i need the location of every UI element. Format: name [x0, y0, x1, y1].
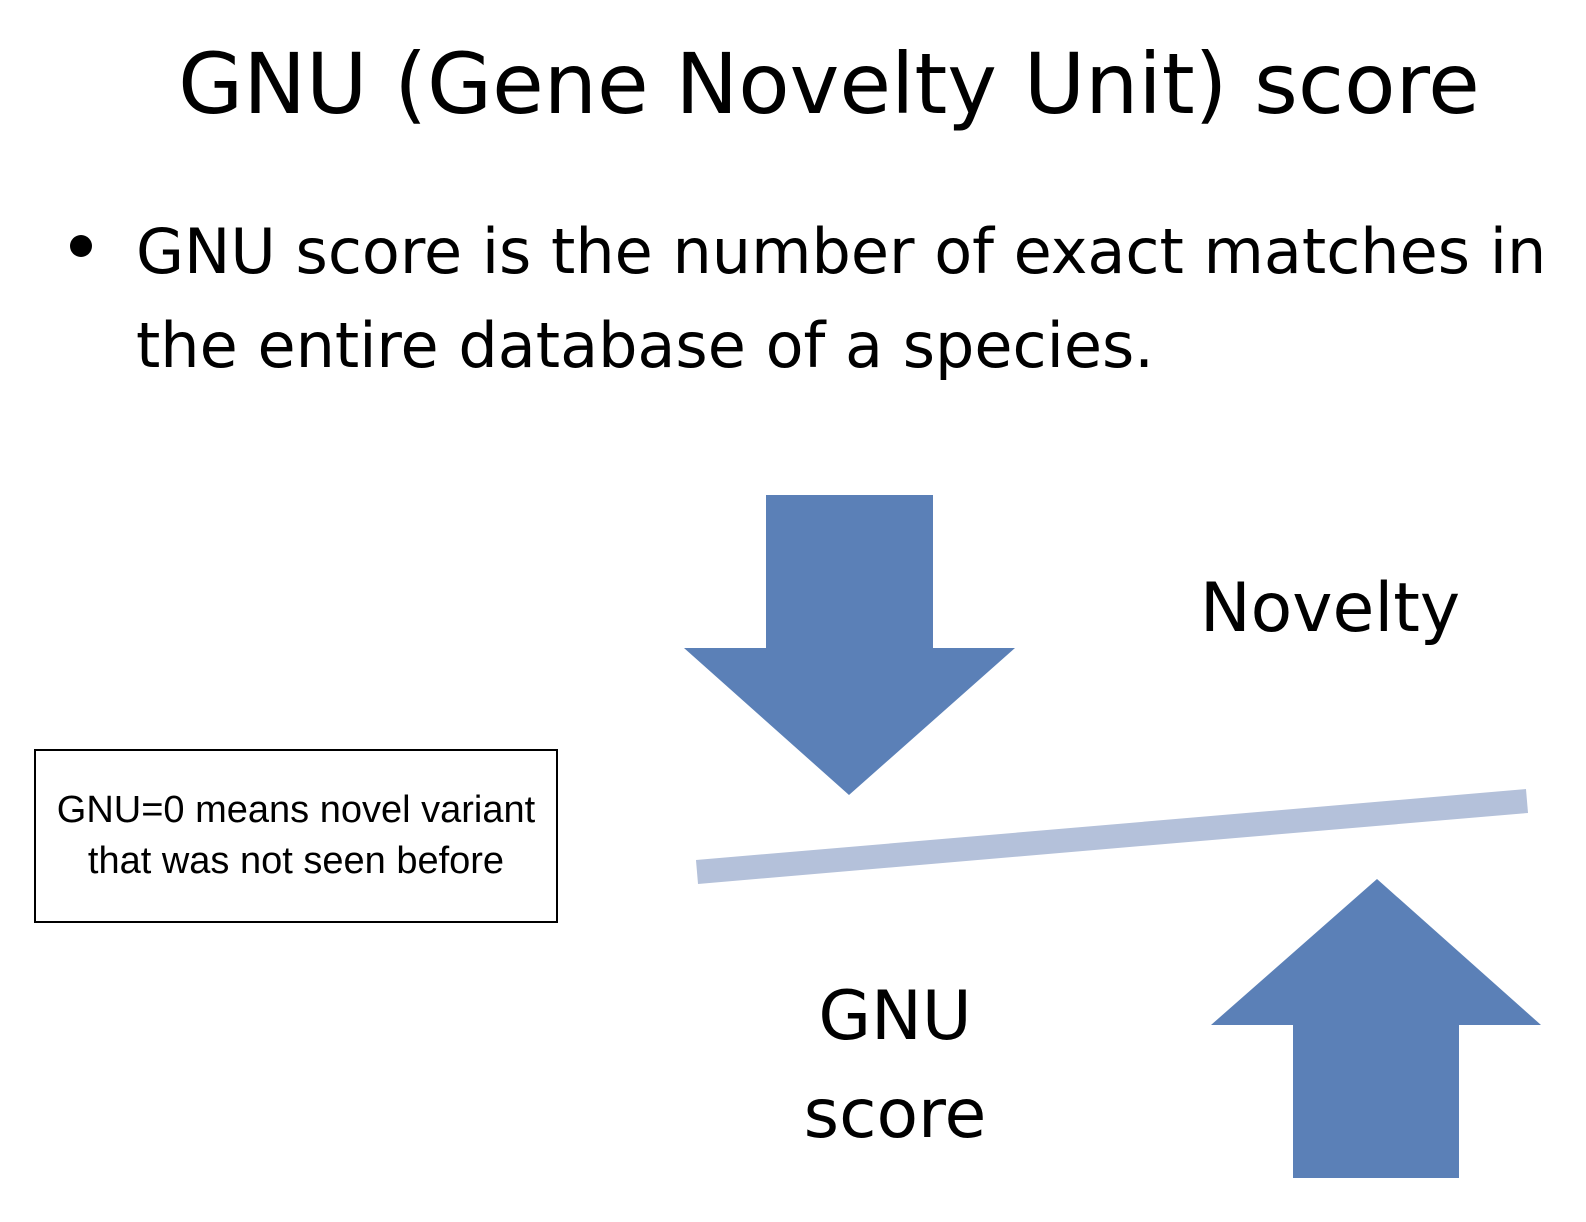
arrow-down-icon — [684, 495, 1015, 795]
arrow-up-icon — [1211, 879, 1541, 1178]
note-text: GNU=0 means novel variant that was not s… — [56, 789, 536, 882]
gnu-score-label-line2: score — [803, 1075, 987, 1154]
gnu-score-label-line1: GNU — [818, 977, 972, 1056]
slide-title: GNU (Gene Novelty Unit) score — [178, 35, 1480, 133]
bullet-point-icon — [70, 235, 92, 257]
bullet-item: GNU score is the number of exact matches… — [136, 215, 1547, 382]
balance-bar — [695, 789, 1529, 884]
gnu-score-label: GNU score — [760, 968, 1030, 1164]
note-box: GNU=0 means novel variant that was not s… — [34, 749, 558, 923]
novelty-label: Novelty — [1199, 569, 1461, 648]
